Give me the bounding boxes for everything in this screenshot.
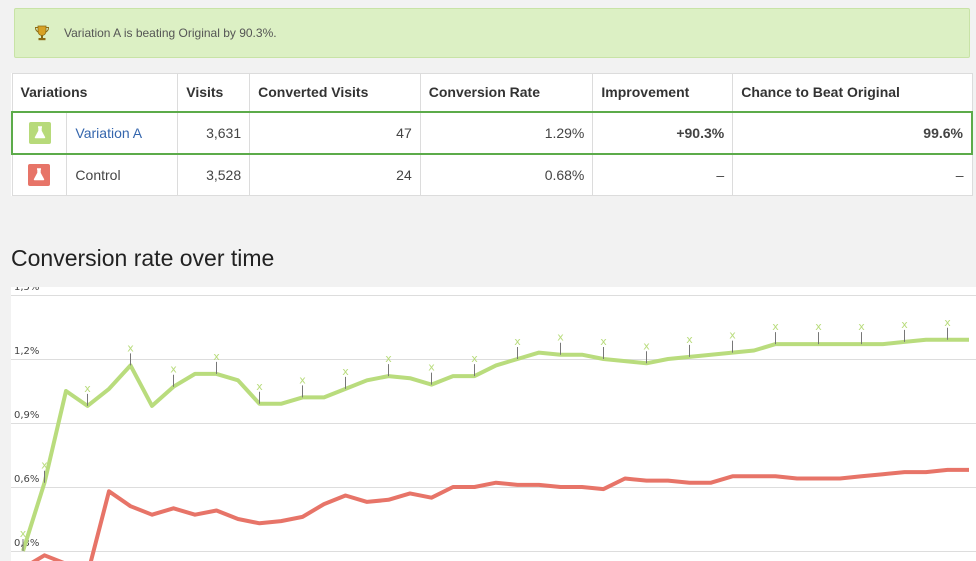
data-point-marker[interactable]: x xyxy=(514,335,521,348)
data-point-marker[interactable]: x xyxy=(256,380,263,393)
data-point-marker[interactable]: x xyxy=(342,365,349,378)
flask-icon xyxy=(28,163,51,186)
data-point-marker[interactable]: x xyxy=(858,320,865,333)
alert-message: Variation A is beating Original by 90.3%… xyxy=(64,26,277,40)
data-point-marker[interactable]: x xyxy=(127,341,134,354)
header-chance-to-beat: Chance to Beat Original xyxy=(732,73,973,112)
data-point-marker[interactable]: x xyxy=(385,352,392,365)
data-point-marker[interactable]: x xyxy=(729,329,736,342)
variation-color-cell xyxy=(11,110,68,155)
data-point-marker[interactable]: x xyxy=(686,333,693,346)
data-point-marker[interactable]: x xyxy=(170,363,177,376)
y-tick-label: 1,5% xyxy=(14,287,39,293)
data-point-marker[interactable]: x xyxy=(944,316,951,329)
rate-cell: 1.29% xyxy=(419,110,594,155)
header-converted-visits: Converted Visits xyxy=(249,73,421,112)
data-point-marker[interactable]: x xyxy=(299,373,306,386)
table-row[interactable]: Variation A 3,631 47 1.29% +90.3% 99.6% xyxy=(11,110,974,155)
improvement-cell: – xyxy=(592,153,734,196)
data-point-marker[interactable]: x xyxy=(428,361,435,374)
header-visits: Visits xyxy=(177,73,251,112)
data-point-marker[interactable]: x xyxy=(600,335,607,348)
control-line xyxy=(31,467,969,561)
trophy-icon xyxy=(32,23,52,43)
chance-cell: – xyxy=(732,153,973,196)
rate-cell: 0.68% xyxy=(419,153,594,196)
data-point-marker[interactable]: x xyxy=(643,339,650,352)
winner-alert: Variation A is beating Original by 90.3%… xyxy=(14,8,970,58)
y-tick-label: 1,2% xyxy=(14,346,39,357)
flask-icon xyxy=(28,121,51,144)
header-variations: Variations xyxy=(11,73,179,112)
converted-cell: 24 xyxy=(249,153,421,196)
variation-a-link[interactable]: Variation A xyxy=(75,124,143,141)
improvement-cell: +90.3% xyxy=(592,110,734,155)
conversion-chart: 1,5% 1,2% 0,9% 0,6% 0,3% x x x x x x x x x x x x x x x x x x x x… xyxy=(11,282,976,561)
chart-title: Conversion rate over time xyxy=(11,245,275,271)
variations-table: Variations Visits Converted Visits Conve… xyxy=(11,73,974,196)
converted-cell: 47 xyxy=(249,110,421,155)
variation-name[interactable]: Variation A xyxy=(66,110,179,155)
header-conversion-rate: Conversion Rate xyxy=(419,73,594,112)
data-point-marker[interactable]: x xyxy=(901,318,908,331)
data-point-marker[interactable]: x xyxy=(815,320,822,333)
y-tick-label: 0,9% xyxy=(14,410,39,421)
data-point-marker[interactable]: x xyxy=(772,320,779,333)
visits-cell: 3,631 xyxy=(177,110,251,155)
data-point-marker[interactable]: x xyxy=(20,527,27,540)
variation-a-line xyxy=(21,337,969,552)
header-improvement: Improvement xyxy=(592,73,734,112)
variation-color-cell xyxy=(11,153,68,196)
y-tick-label: 0,6% xyxy=(14,474,39,485)
data-point-marker[interactable]: x xyxy=(213,350,220,363)
table-header-row: Variations Visits Converted Visits Conve… xyxy=(11,73,973,112)
data-point-marker[interactable]: x xyxy=(557,331,564,344)
variation-name: Control xyxy=(66,153,179,196)
table-row[interactable]: Control 3,528 24 0.68% – – xyxy=(11,153,973,196)
chance-cell: 99.6% xyxy=(732,110,974,155)
data-point-marker[interactable]: x xyxy=(84,382,91,395)
visits-cell: 3,528 xyxy=(177,153,251,196)
data-point-marker[interactable]: x xyxy=(41,459,48,472)
data-point-marker[interactable]: x xyxy=(471,352,478,365)
